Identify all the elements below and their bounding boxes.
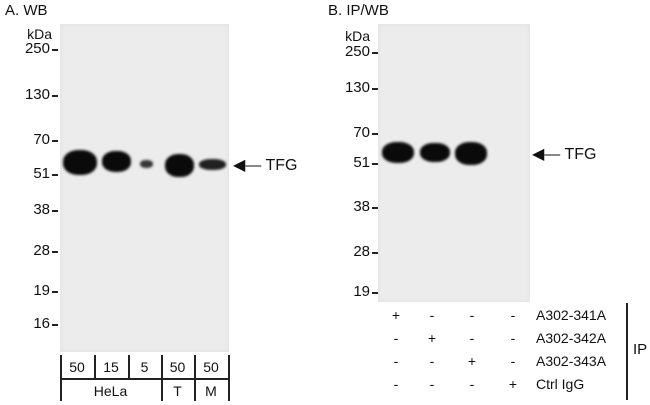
- ip-bracket: [626, 303, 628, 400]
- ip-band-lane-2: [420, 143, 450, 162]
- amount-lane-4: 50: [169, 359, 186, 375]
- marker-tick: [372, 292, 378, 294]
- marker-label: 130: [344, 79, 370, 96]
- marker-label: 51: [33, 165, 50, 182]
- marker-tick: [372, 88, 378, 90]
- marker-label: 250: [24, 40, 50, 57]
- table-divider: [60, 378, 229, 380]
- target-name: TFG: [564, 146, 597, 163]
- table-divider: [94, 355, 96, 378]
- ip-sign: -: [510, 330, 516, 346]
- cell-line-m: M: [205, 383, 217, 399]
- marker-tick: [372, 133, 378, 135]
- ip-sign: -: [469, 307, 475, 323]
- panel-b-blot: [378, 24, 530, 302]
- ip-sign: +: [508, 376, 518, 392]
- marker-label: 70: [353, 124, 370, 141]
- marker-tick: [372, 163, 378, 165]
- table-divider: [128, 355, 130, 378]
- marker-label: 250: [344, 43, 370, 60]
- ip-sign: -: [429, 376, 435, 392]
- ip-sign: +: [467, 353, 477, 369]
- ip-sign: -: [429, 353, 435, 369]
- ip-antibody-label: A302-341A: [536, 307, 607, 323]
- band-lane-3: [140, 160, 153, 168]
- band-lane-5: [199, 159, 226, 170]
- marker-tick: [372, 252, 378, 254]
- band-lane-2: [102, 151, 131, 172]
- ip-sign: -: [469, 376, 475, 392]
- arrow-left-icon: ◀—: [233, 157, 262, 174]
- amount-lane-2: 15: [103, 359, 119, 375]
- ip-sign: -: [393, 330, 399, 346]
- panel-b-title: B. IP/WB: [328, 2, 389, 19]
- panel-a-unit: kDa: [27, 26, 52, 42]
- marker-label: 130: [24, 86, 50, 103]
- ip-band-lane-1: [382, 142, 414, 163]
- marker-tick: [52, 291, 58, 293]
- marker-label: 28: [33, 242, 50, 259]
- ip-antibody-label: A302-342A: [536, 330, 607, 346]
- marker-label: 51: [353, 154, 370, 171]
- arrow-left-icon: ◀—: [532, 146, 561, 163]
- marker-label: 19: [353, 283, 370, 300]
- ip-sign: -: [469, 330, 475, 346]
- ip-sign: -: [393, 353, 399, 369]
- panel-a-target-label: ◀— TFG: [233, 155, 297, 175]
- ip-sign: -: [429, 307, 435, 323]
- panel-a-blot: [60, 24, 229, 352]
- panel-b-unit: kDa: [345, 28, 370, 44]
- marker-tick: [52, 251, 58, 253]
- ip-sign: +: [427, 330, 437, 346]
- marker-tick: [52, 140, 58, 142]
- marker-tick: [372, 207, 378, 209]
- band-lane-4: [165, 154, 194, 177]
- amount-lane-3: 5: [140, 359, 149, 375]
- marker-tick: [52, 95, 58, 97]
- ip-group-label: IP: [633, 341, 648, 358]
- marker-tick: [52, 210, 58, 212]
- marker-label: 38: [33, 201, 50, 218]
- cell-line-t: T: [173, 383, 182, 399]
- ip-sign: +: [391, 307, 401, 323]
- marker-tick: [52, 49, 58, 51]
- ip-antibody-label: Ctrl IgG: [536, 376, 585, 392]
- band-lane-1: [63, 150, 97, 175]
- ip-antibody-label: A302-343A: [536, 353, 607, 369]
- ip-sign: -: [510, 353, 516, 369]
- marker-label: 16: [33, 315, 50, 332]
- panel-b-target-label: ◀— TFG: [532, 144, 596, 164]
- panel-a-title: A. WB: [5, 2, 48, 19]
- ip-sign: -: [393, 376, 399, 392]
- marker-label: 19: [33, 282, 50, 299]
- marker-label: 38: [353, 198, 370, 215]
- marker-tick: [52, 174, 58, 176]
- marker-tick: [372, 52, 378, 54]
- marker-tick: [52, 324, 58, 326]
- amount-lane-5: 50: [203, 359, 219, 375]
- marker-label: 28: [353, 243, 370, 260]
- cell-line-hela: HeLa: [93, 383, 128, 399]
- marker-label: 70: [33, 131, 50, 148]
- ip-band-lane-3: [455, 142, 487, 165]
- target-name: TFG: [265, 157, 298, 174]
- ip-sign: -: [510, 307, 516, 323]
- amount-lane-1: 50: [69, 359, 85, 375]
